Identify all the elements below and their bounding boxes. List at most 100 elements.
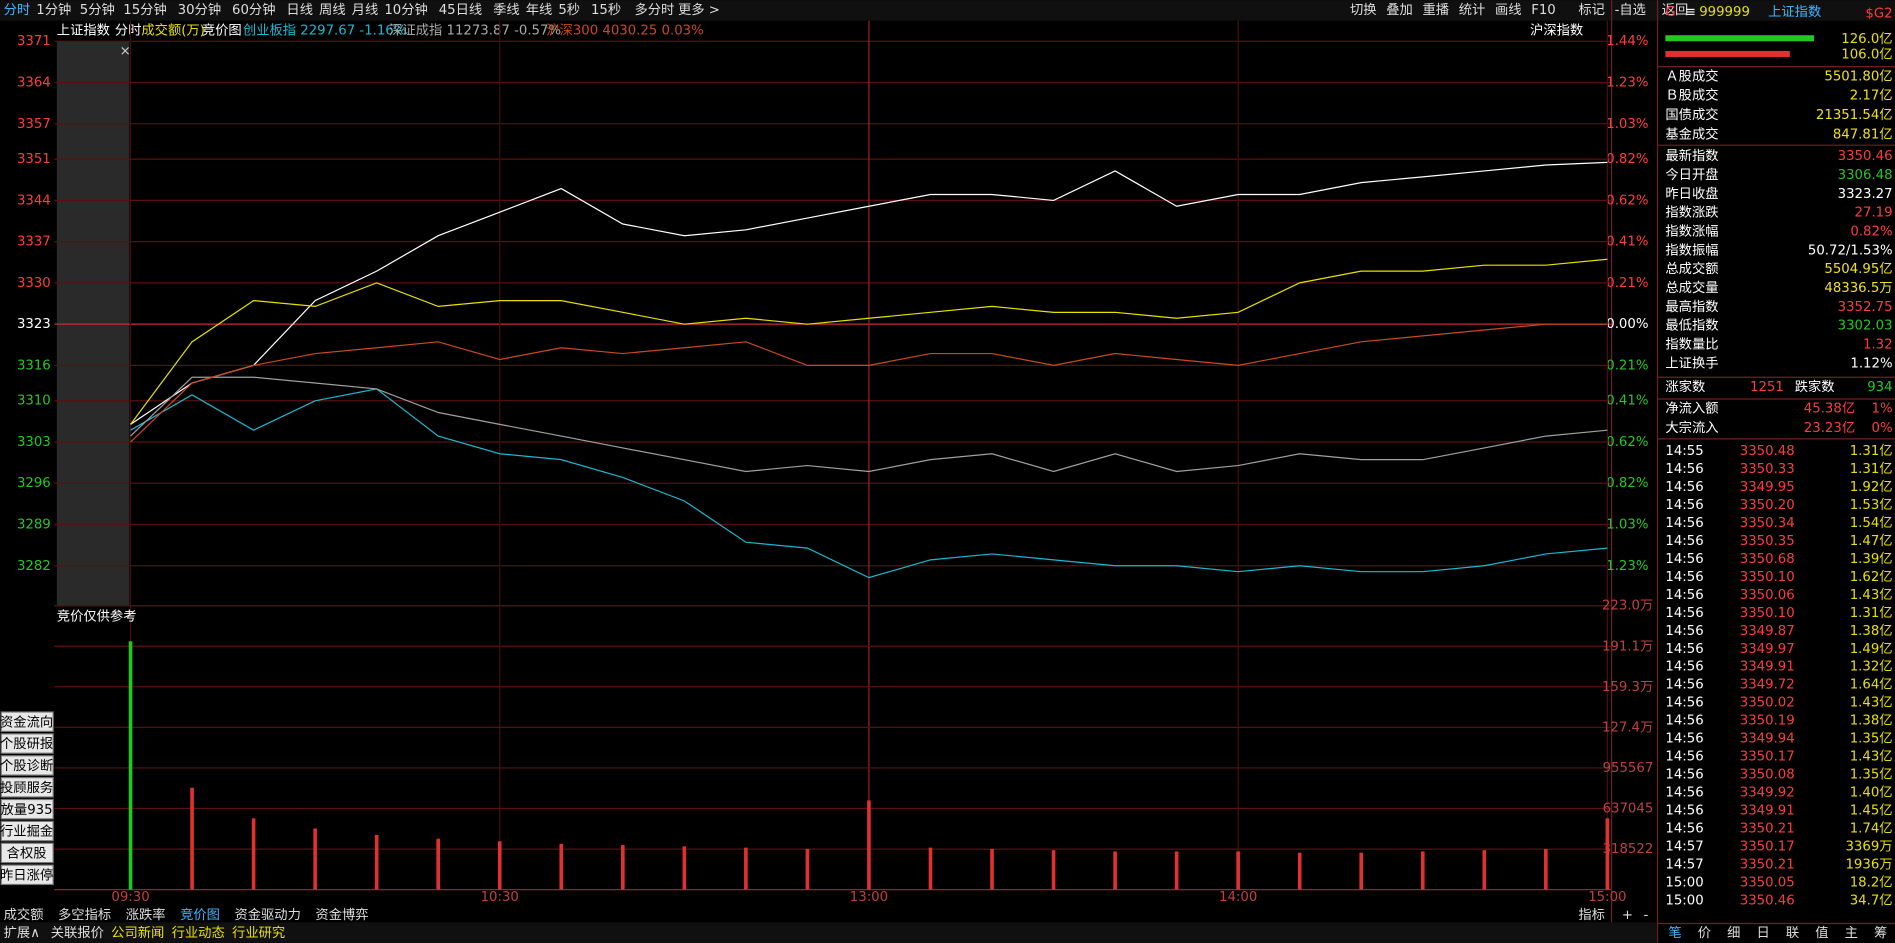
flow-pct: 0% xyxy=(1872,421,1893,436)
period-tab[interactable]: 10分钟 xyxy=(384,1,427,18)
bottom-link[interactable]: 扩展∧ xyxy=(4,925,40,941)
panel-tab[interactable]: 细 xyxy=(1727,925,1740,941)
toolbar-action[interactable]: 画线 xyxy=(1495,2,1522,18)
volume-bar xyxy=(805,848,810,890)
y-tick-label: 3330 xyxy=(17,276,51,291)
bottom-link[interactable]: 公司新闻 xyxy=(111,925,164,941)
bottom-link[interactable]: 行业动态 xyxy=(172,925,225,941)
period-tab[interactable]: 多分时 xyxy=(634,1,674,18)
side-button-label[interactable]: 个股诊断 xyxy=(0,758,53,774)
side-button-label[interactable]: 昨日涨停 xyxy=(0,866,53,883)
panel-tab[interactable]: 日 xyxy=(1756,926,1769,941)
tick-volume: 3369万 xyxy=(1845,840,1892,855)
side-button[interactable] xyxy=(0,798,54,820)
panel-tab[interactable]: 联 xyxy=(1786,925,1799,941)
toolbar-action[interactable]: F10 xyxy=(1531,3,1556,18)
indicator-tab[interactable]: 竞价图 xyxy=(180,906,220,923)
toolbar-action[interactable]: 切换 xyxy=(1350,2,1377,18)
tick-time: 14:56 xyxy=(1665,462,1703,477)
period-tab[interactable]: 年线 xyxy=(526,2,553,18)
period-tab[interactable]: 5秒 xyxy=(558,2,580,18)
period-tab[interactable]: 周线 xyxy=(319,2,346,18)
side-button-label[interactable]: 含权股 xyxy=(7,845,47,862)
tick-time: 14:57 xyxy=(1665,840,1703,855)
header-overlay2: 深证成指 11273.87 -0.57% xyxy=(389,22,561,38)
tick-volume: 1.35亿 xyxy=(1850,731,1893,747)
side-button[interactable] xyxy=(0,820,54,842)
y-tick-label: 3296 xyxy=(17,476,51,491)
period-tab[interactable]: 分时 xyxy=(4,2,31,18)
tick-time: 14:56 xyxy=(1665,606,1703,621)
period-tab[interactable]: 60分钟 xyxy=(232,1,275,18)
pct-label: 0.21% xyxy=(1606,358,1648,373)
bottom-link[interactable]: 关联报价 xyxy=(51,925,104,941)
period-tab[interactable]: 30分钟 xyxy=(178,1,221,18)
toolbar-action[interactable]: 标记 xyxy=(1578,2,1605,18)
close-icon[interactable]: × xyxy=(120,44,131,59)
divider xyxy=(1656,0,1659,943)
period-tab[interactable]: 更多 > xyxy=(678,1,720,18)
indicator-btn[interactable]: + xyxy=(1622,908,1633,923)
y-tick-label: 3316 xyxy=(17,358,51,373)
side-button[interactable] xyxy=(0,711,54,732)
panel-tab[interactable]: 笔 xyxy=(1668,925,1681,941)
period-tab[interactable]: 季线 xyxy=(493,2,520,18)
period-tab[interactable]: 45日线 xyxy=(439,2,482,18)
y-tick-label: 3310 xyxy=(17,394,51,409)
header-auction[interactable]: 竞价图 xyxy=(202,21,242,38)
period-tab[interactable]: 15分钟 xyxy=(123,1,166,18)
side-button-label[interactable]: 放量935 xyxy=(1,802,53,818)
panel-tab[interactable]: 值 xyxy=(1815,925,1828,941)
toolbar-action[interactable]: 返回 xyxy=(1662,2,1689,18)
side-button[interactable] xyxy=(0,755,54,776)
header-overlay3: 沪深300 4030.25 0.03% xyxy=(546,22,703,38)
stat-value: 50.72/1.53% xyxy=(1808,243,1893,258)
volume-bar xyxy=(682,846,687,890)
period-tab[interactable]: 1分钟 xyxy=(36,1,71,18)
toolbar-action[interactable]: 叠加 xyxy=(1386,2,1413,18)
indicator-btn[interactable]: 指标 xyxy=(1578,907,1605,923)
toolbar-action[interactable]: -自选 xyxy=(1615,2,1646,18)
side-button[interactable] xyxy=(0,864,54,886)
period-tab[interactable]: 15秒 xyxy=(591,2,621,18)
volume-tick-label: 191.1万 xyxy=(1602,639,1653,654)
panel-menu[interactable]: ≡ xyxy=(1685,5,1696,20)
side-button-label[interactable]: 个股研报 xyxy=(0,736,53,752)
period-tab[interactable]: 日线 xyxy=(286,2,313,18)
side-button[interactable] xyxy=(0,842,54,864)
y-tick-label: 3323 xyxy=(17,317,51,332)
side-button-label[interactable]: 行业掘金 xyxy=(0,824,53,840)
period-tab[interactable]: 5分钟 xyxy=(80,1,115,18)
stat-label: 最低指数 xyxy=(1665,318,1718,334)
indicator-btn[interactable]: - xyxy=(1644,908,1649,923)
pct-label: 0.62% xyxy=(1606,435,1648,450)
x-tick-label: 13:00 xyxy=(850,890,888,905)
side-button-label[interactable]: 资金流向 xyxy=(0,714,53,730)
y-tick-label: 3337 xyxy=(17,235,51,250)
tick-volume: 1.31亿 xyxy=(1850,461,1893,477)
period-tab[interactable]: 月线 xyxy=(352,2,379,18)
side-button-label[interactable]: 投顾服务 xyxy=(0,780,53,796)
side-button[interactable] xyxy=(0,733,54,754)
bottom-link[interactable]: 行业研究 xyxy=(232,925,285,941)
panel-tab[interactable]: 筹 xyxy=(1874,924,1887,941)
tick-volume: 1.35亿 xyxy=(1850,767,1893,783)
indicator-tab[interactable]: 资金驱动力 xyxy=(234,907,300,923)
side-button[interactable] xyxy=(0,777,54,798)
tick-time: 14:56 xyxy=(1665,678,1703,693)
tick-price: 3350.21 xyxy=(1740,822,1795,837)
header-name: 上证指数 xyxy=(57,22,110,38)
volume-bar xyxy=(867,800,871,890)
divider xyxy=(1610,0,1613,925)
volume-bar xyxy=(620,845,625,890)
panel-tab[interactable]: 价 xyxy=(1698,926,1711,941)
indicator-tab[interactable]: 多空指标 xyxy=(58,906,111,923)
indicator-tab[interactable]: 成交额 xyxy=(4,906,44,923)
indicator-tab[interactable]: 涨跌率 xyxy=(126,906,166,923)
bar-value: 126.0亿 xyxy=(1841,31,1892,47)
panel-tab[interactable]: 主 xyxy=(1845,925,1858,941)
indicator-tab[interactable]: 资金博弈 xyxy=(315,907,368,923)
toolbar-action[interactable]: 统计 xyxy=(1459,2,1486,18)
toolbar-action[interactable]: 重播 xyxy=(1422,2,1449,18)
tick-volume: 1.43亿 xyxy=(1850,695,1893,711)
